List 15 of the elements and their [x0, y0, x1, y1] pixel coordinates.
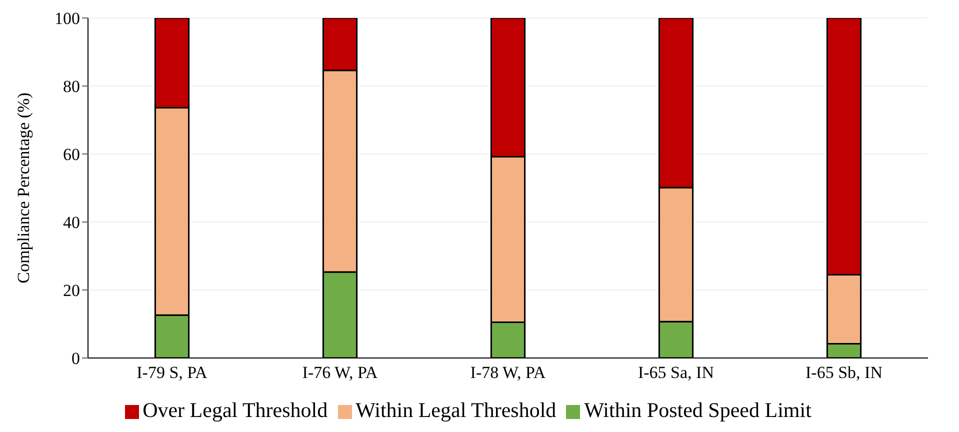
x-tick-label: I-65 Sb, IN	[806, 363, 882, 382]
x-tick-label: I-78 W, PA	[470, 363, 546, 382]
x-tick-label: I-79 S, PA	[136, 363, 208, 382]
legend-label: Within Legal Threshold	[356, 398, 556, 422]
legend-label: Within Posted Speed Limit	[584, 398, 812, 422]
y-tick-label: 80	[63, 77, 80, 96]
x-tick-label: I-76 W, PA	[302, 363, 378, 382]
y-tick-label: 20	[63, 281, 80, 300]
y-tick-label: 100	[54, 9, 80, 28]
legend-label: Over Legal Threshold	[142, 398, 328, 422]
x-tick-label: I-65 Sa, IN	[638, 363, 714, 382]
y-tick-label: 40	[63, 213, 80, 232]
y-tick-label: 0	[72, 349, 80, 368]
y-tick-label: 60	[63, 145, 80, 164]
y-axis-title: Compliance Percentage (%)	[14, 92, 34, 284]
